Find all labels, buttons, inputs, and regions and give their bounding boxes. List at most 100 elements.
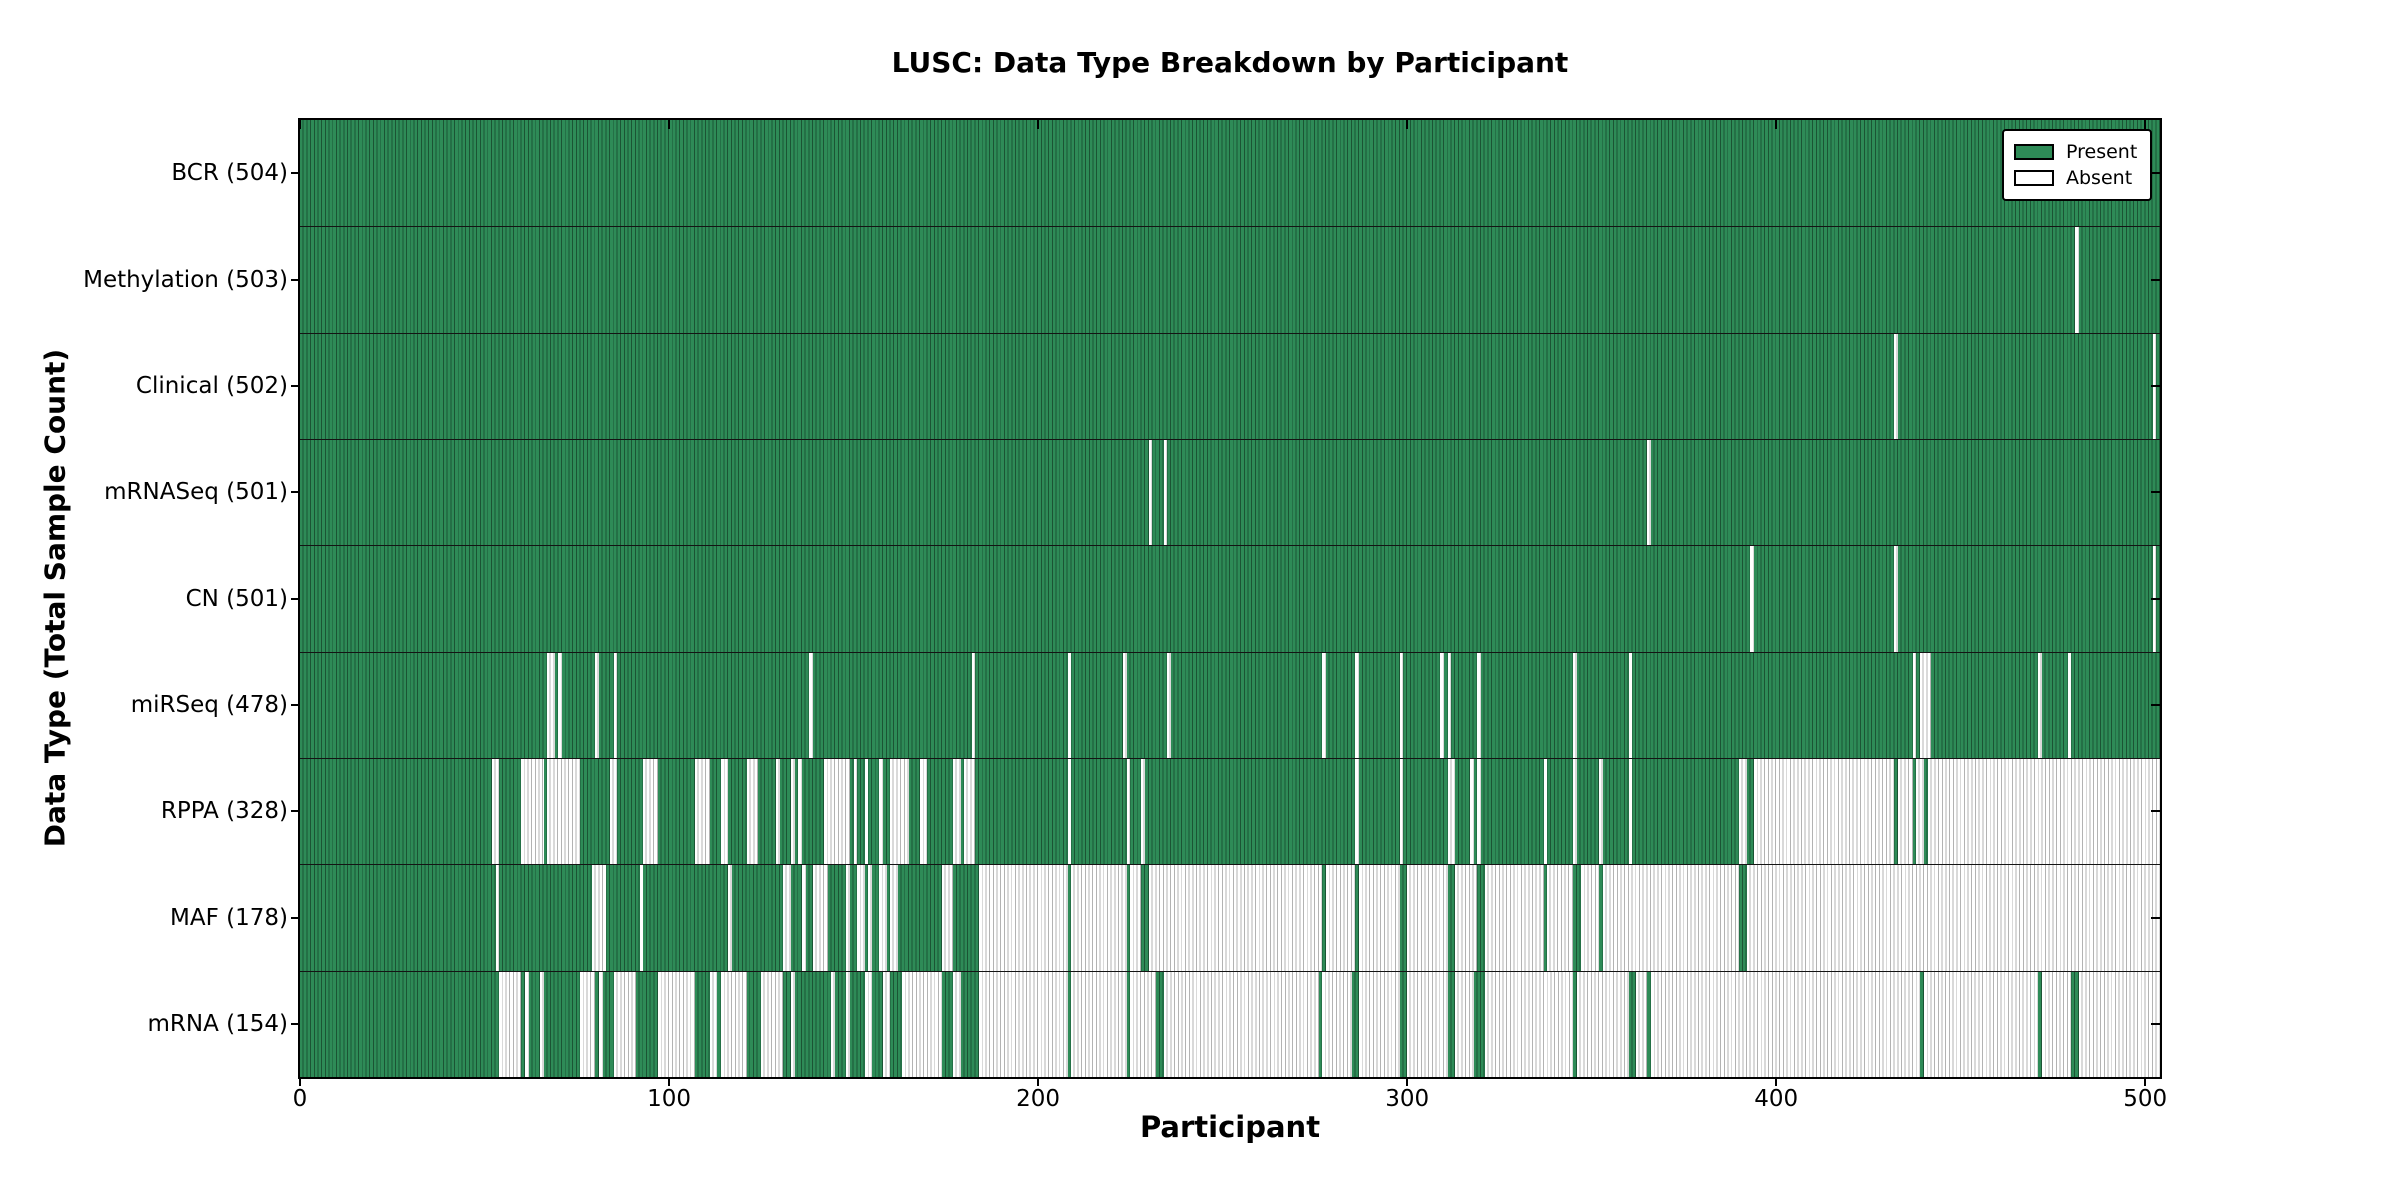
absent-segment [790, 970, 795, 1077]
absent-swatch-icon [2014, 170, 2054, 186]
x-tick-top [668, 120, 671, 129]
x-tick-bottom [1775, 1077, 1778, 1086]
row-label-rppa: RPPA (328) [160, 798, 288, 825]
y-tick-right [2151, 278, 2160, 281]
absent-segment [1599, 758, 1603, 865]
row-divider [300, 970, 2160, 972]
absent-segment [1628, 758, 1633, 865]
row-label-cn: CN (501) [185, 585, 288, 612]
row-label-maf: MAF (178) [170, 904, 288, 931]
absent-segment [776, 758, 780, 865]
absent-segment [857, 864, 865, 971]
absent-segment [971, 651, 976, 758]
absent-segment [613, 651, 618, 758]
x-tick-label: 500 [2123, 1086, 2168, 1112]
absent-segment [1355, 758, 1360, 865]
absent-segment [720, 758, 729, 865]
absent-segment [610, 758, 618, 865]
y-tick-left [291, 810, 300, 813]
absent-segment [1067, 651, 1072, 758]
absent-segment [539, 970, 544, 1077]
absent-segment [1359, 864, 1400, 971]
absent-segment [868, 864, 873, 971]
absent-segment [979, 970, 1068, 1077]
absent-segment [890, 758, 909, 865]
x-tick-top [2144, 120, 2147, 129]
y-tick-right [2151, 1022, 2160, 1025]
absent-segment [1440, 651, 1445, 758]
absent-segment [864, 970, 873, 1077]
absent-segment [547, 758, 581, 865]
absent-segment [720, 970, 747, 1077]
absent-segment [595, 651, 599, 758]
absent-segment [1325, 864, 1356, 971]
row-mrnaseq [300, 439, 2160, 546]
absent-segment [1071, 970, 1127, 1077]
x-tick-bottom [1406, 1077, 1409, 1086]
absent-segment [491, 758, 500, 865]
absent-segment [1469, 758, 1474, 865]
absent-segment [1650, 970, 1921, 1077]
absent-segment [613, 970, 636, 1077]
absent-segment [901, 970, 943, 1077]
absent-segment [1912, 651, 1917, 758]
y-tick-left [291, 491, 300, 494]
absent-segment [1122, 651, 1127, 758]
absent-segment [1894, 545, 1898, 652]
absent-segment [728, 864, 732, 971]
absent-segment [2041, 970, 2072, 1077]
y-tick-right [2151, 597, 2160, 600]
absent-segment [643, 758, 658, 865]
row-bcr [300, 120, 2160, 226]
absent-segment [598, 970, 603, 1077]
absent-segment [964, 758, 976, 865]
absent-segment [1897, 758, 1913, 865]
row-divider [300, 545, 2160, 547]
absent-segment [2038, 651, 2042, 758]
absent-segment [1647, 439, 1651, 546]
row-mirseq [300, 651, 2160, 758]
row-label-bcr: BCR (504) [171, 160, 288, 187]
absent-segment [1447, 651, 1452, 758]
row-divider [300, 439, 2160, 440]
y-tick-right [2151, 172, 2160, 175]
y-tick-left [291, 597, 300, 600]
absent-segment [547, 651, 555, 758]
absent-segment [1894, 332, 1898, 439]
absent-segment [1916, 758, 1924, 865]
x-axis-label: Participant [1139, 1110, 1321, 1144]
absent-segment [1547, 864, 1574, 971]
row-label-mrna: mRNA (154) [147, 1010, 288, 1037]
x-tick-bottom [299, 1077, 301, 1086]
absent-segment [657, 970, 695, 1077]
absent-segment [591, 864, 607, 971]
absent-segment [1322, 970, 1352, 1077]
x-tick-bottom [1037, 1077, 1040, 1086]
absent-segment [1923, 970, 2039, 1077]
y-tick-left [291, 1022, 300, 1025]
absent-segment [1746, 864, 2160, 971]
absent-segment [1130, 970, 1157, 1077]
absent-segment [812, 864, 828, 971]
absent-segment [1399, 651, 1404, 758]
absent-segment [879, 758, 884, 865]
x-tick-label: 300 [1385, 1086, 1430, 1112]
absent-segment [1141, 758, 1146, 865]
absent-segment [1163, 439, 1168, 546]
chart-title: LUSC: Data Type Breakdown by Participant [891, 46, 1569, 79]
absent-segment [1455, 970, 1474, 1077]
absent-segment [864, 758, 869, 865]
absent-segment [809, 651, 813, 758]
absent-segment [709, 970, 718, 1077]
row-cn [300, 545, 2160, 652]
y-tick-left [291, 172, 300, 175]
absent-segment [1750, 545, 1755, 652]
absent-segment [920, 758, 928, 865]
absent-segment [1067, 758, 1072, 865]
x-tick-label: 200 [1016, 1086, 1061, 1112]
x-tick-label: 400 [1754, 1086, 1799, 1112]
absent-segment [1754, 758, 1895, 865]
absent-segment [890, 864, 898, 971]
absent-segment [1484, 970, 1574, 1077]
